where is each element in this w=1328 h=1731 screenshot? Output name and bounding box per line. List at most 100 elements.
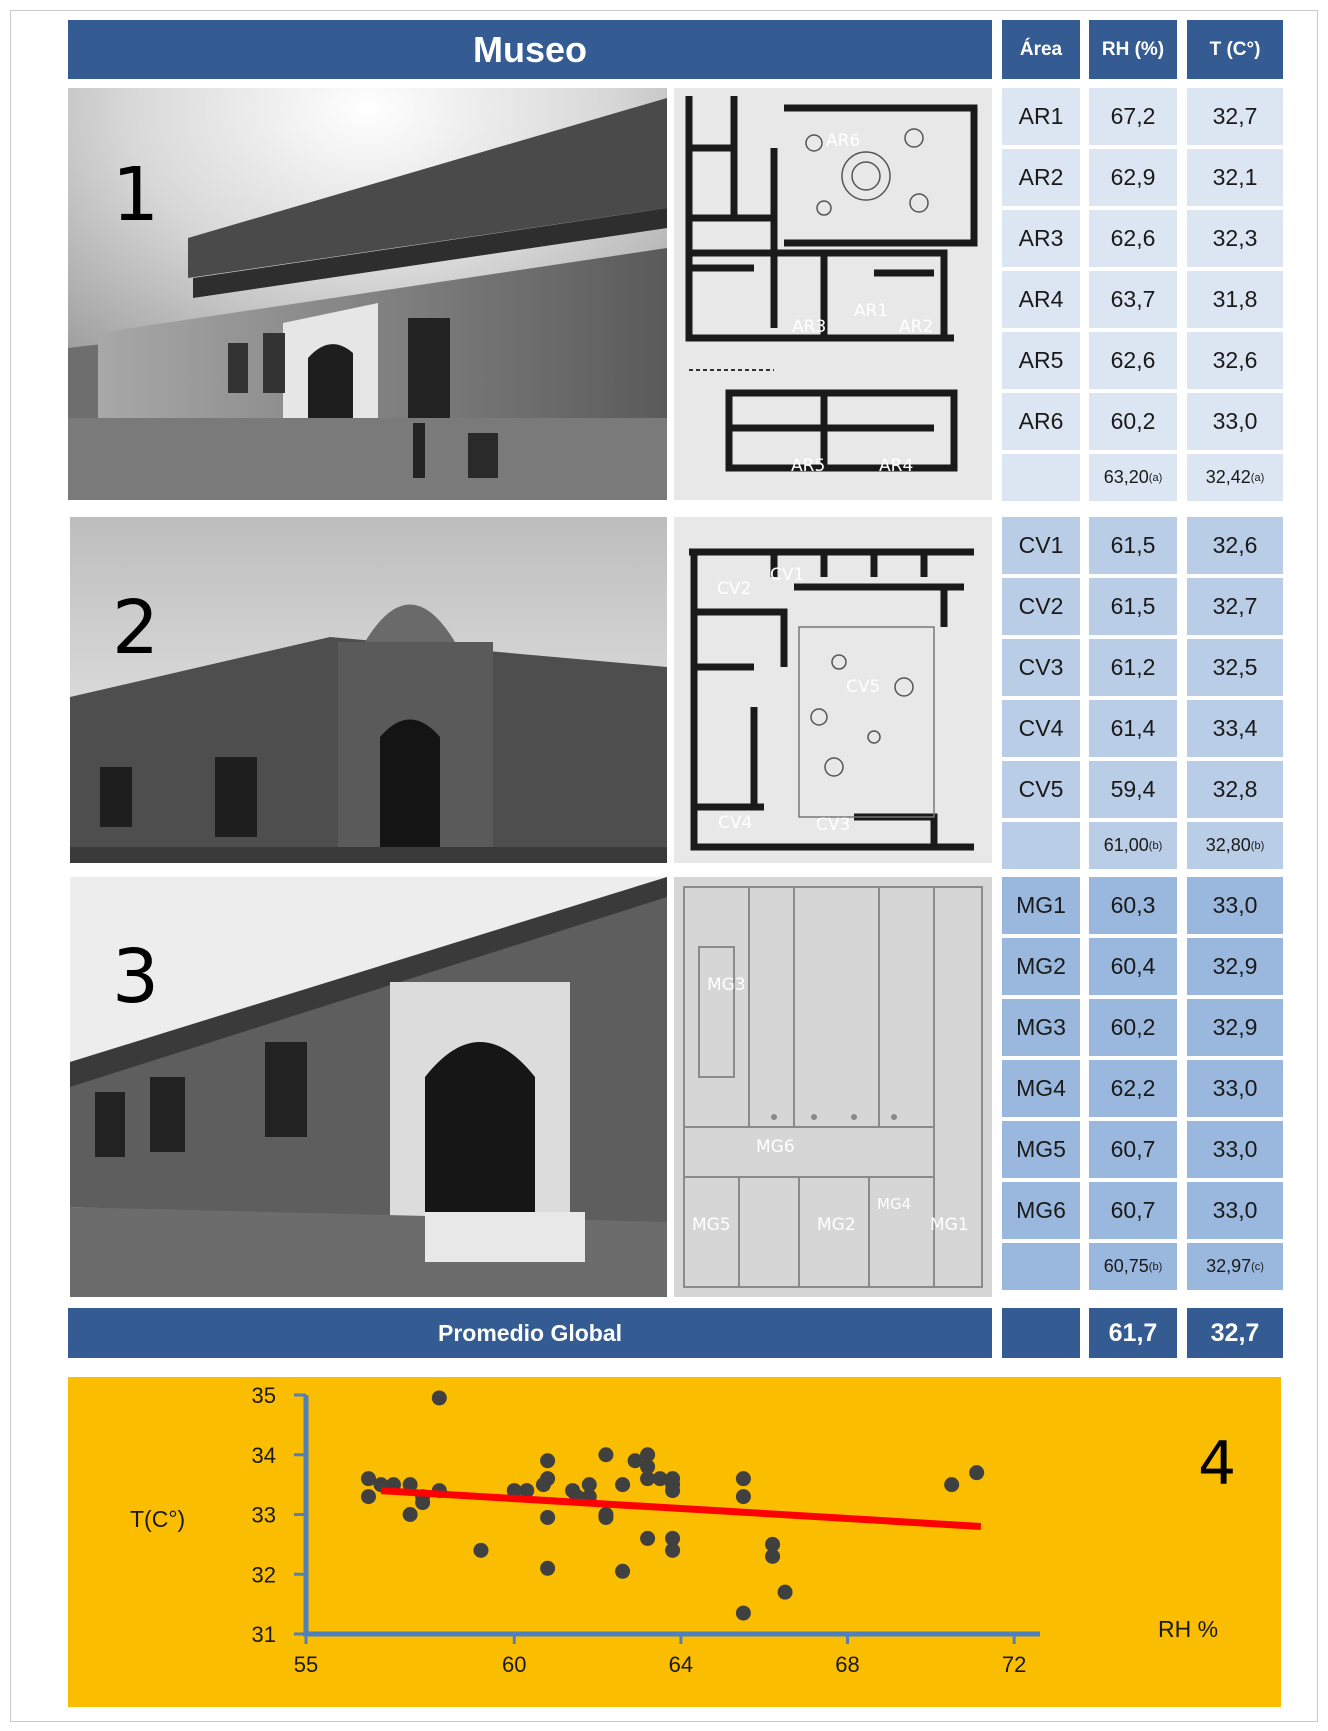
- data-point: [665, 1542, 681, 1558]
- plan-label-mg3: MG3: [707, 975, 746, 995]
- data-point: [652, 1471, 668, 1487]
- global-average-t: 32,7: [1187, 1308, 1283, 1358]
- data-point: [615, 1477, 631, 1493]
- y-tick-label: 33: [252, 1503, 276, 1528]
- section-average-t: 32,42 (a): [1187, 454, 1283, 501]
- rh-cell: 60,3: [1089, 877, 1177, 934]
- t-cell: 33,0: [1187, 1182, 1283, 1239]
- t-cell: 32,6: [1187, 517, 1283, 574]
- section-average-rh: 61,00 (b): [1089, 822, 1177, 869]
- page-frame: [10, 10, 1318, 1722]
- scatter-chart-panel: 31 32 33 34 35 55 60 64 68 72 T(C°) RH % 4: [68, 1377, 1281, 1707]
- section-number-1: 1: [112, 152, 160, 238]
- y-tick-label: 32: [252, 1562, 276, 1587]
- data-point: [735, 1605, 751, 1621]
- trend-line: [380, 1487, 982, 1530]
- plan-label-mg5: MG5: [692, 1215, 731, 1235]
- x-tick-label: 72: [1002, 1652, 1026, 1677]
- area-column-header: Área: [1002, 20, 1080, 79]
- floor-plan-2: CV2 CV1 CV5 CV4 CV3: [674, 517, 992, 863]
- global-average-area-cell: [1002, 1308, 1080, 1358]
- plan-label-mg1: MG1: [930, 1215, 969, 1235]
- data-point: [360, 1471, 376, 1487]
- data-point: [540, 1471, 556, 1487]
- section-average-t: 32,80 (b): [1187, 822, 1283, 869]
- y-axis-label: T(C°): [130, 1506, 185, 1532]
- area-cell: AR1: [1002, 88, 1080, 145]
- data-point: [969, 1465, 985, 1481]
- data-point: [640, 1459, 656, 1475]
- data-point: [640, 1471, 656, 1487]
- area-cell: MG5: [1002, 1121, 1080, 1178]
- section-average-rh: 63,20 (a): [1089, 454, 1177, 501]
- plan-label-cv2: CV2: [717, 579, 752, 599]
- t-cell: 32,5: [1187, 639, 1283, 696]
- section-average-rh: 60,75 (b): [1089, 1243, 1177, 1290]
- data-point: [665, 1483, 681, 1499]
- data-point: [944, 1477, 960, 1493]
- plan-label-mg6: MG6: [756, 1137, 795, 1157]
- museum-photo-2: [70, 517, 667, 863]
- plan-label-ar2: AR2: [899, 317, 934, 337]
- data-point: [735, 1489, 751, 1505]
- area-cell: AR5: [1002, 332, 1080, 389]
- section-average-empty: [1002, 822, 1080, 869]
- area-cell: MG6: [1002, 1182, 1080, 1239]
- rh-cell: 60,2: [1089, 999, 1177, 1056]
- section-number-2: 2: [112, 585, 160, 671]
- data-point: [627, 1453, 643, 1469]
- area-cell: CV3: [1002, 639, 1080, 696]
- plan-label-cv3: CV3: [816, 815, 851, 835]
- chart-number: 4: [1198, 1429, 1237, 1499]
- area-cell: CV4: [1002, 700, 1080, 757]
- t-cell: 33,0: [1187, 393, 1283, 450]
- t-cell: 32,7: [1187, 578, 1283, 635]
- t-cell: 31,8: [1187, 271, 1283, 328]
- data-point: [735, 1471, 751, 1487]
- y-tick-label: 35: [252, 1383, 276, 1408]
- rh-cell: 63,7: [1089, 271, 1177, 328]
- section-average-empty: [1002, 454, 1080, 501]
- t-cell: 32,9: [1187, 999, 1283, 1056]
- t-column-header: T (C°): [1187, 20, 1283, 79]
- y-tick-label: 31: [252, 1622, 276, 1647]
- t-cell: 32,6: [1187, 332, 1283, 389]
- t-cell: 33,4: [1187, 700, 1283, 757]
- t-cell: 32,7: [1187, 88, 1283, 145]
- plan-label-ar4: AR4: [879, 456, 914, 476]
- t-cell: 33,0: [1187, 1060, 1283, 1117]
- area-cell: MG1: [1002, 877, 1080, 934]
- global-average-label: Promedio Global: [437, 1319, 623, 1346]
- rh-cell: 61,4: [1089, 700, 1177, 757]
- data-point: [640, 1530, 656, 1546]
- plan-label-ar5: AR5: [791, 456, 826, 476]
- global-average-bar: Promedio Global: [68, 1308, 992, 1358]
- data-point: [777, 1584, 793, 1600]
- rh-cell: 62,2: [1089, 1060, 1177, 1117]
- floor-plan-3: MG3 MG6 MG4 MG5 MG2 MG1: [674, 877, 992, 1297]
- rh-cell: 67,2: [1089, 88, 1177, 145]
- area-cell: AR2: [1002, 149, 1080, 206]
- t-cell: 32,3: [1187, 210, 1283, 267]
- plan-label-cv4: CV4: [718, 813, 753, 833]
- data-point: [615, 1563, 631, 1579]
- rh-cell: 62,9: [1089, 149, 1177, 206]
- data-point: [598, 1509, 614, 1525]
- data-point: [431, 1390, 447, 1406]
- data-point: [473, 1542, 489, 1558]
- x-axis-label: RH %: [1158, 1616, 1218, 1642]
- museum-photo-3: [70, 877, 667, 1297]
- x-tick-label: 64: [669, 1652, 693, 1677]
- museum-title-bar: Museo: [68, 20, 992, 79]
- data-point: [402, 1507, 418, 1522]
- data-point: [540, 1453, 556, 1469]
- data-point: [665, 1530, 681, 1546]
- data-point: [540, 1509, 556, 1525]
- section-average-empty: [1002, 1243, 1080, 1290]
- plan-label-mg2: MG2: [817, 1215, 856, 1235]
- section-average-t: 32,97 (c): [1187, 1243, 1283, 1290]
- rh-cell: 61,2: [1089, 639, 1177, 696]
- page-title: Museo: [472, 28, 587, 70]
- data-point: [402, 1477, 418, 1493]
- area-cell: CV2: [1002, 578, 1080, 635]
